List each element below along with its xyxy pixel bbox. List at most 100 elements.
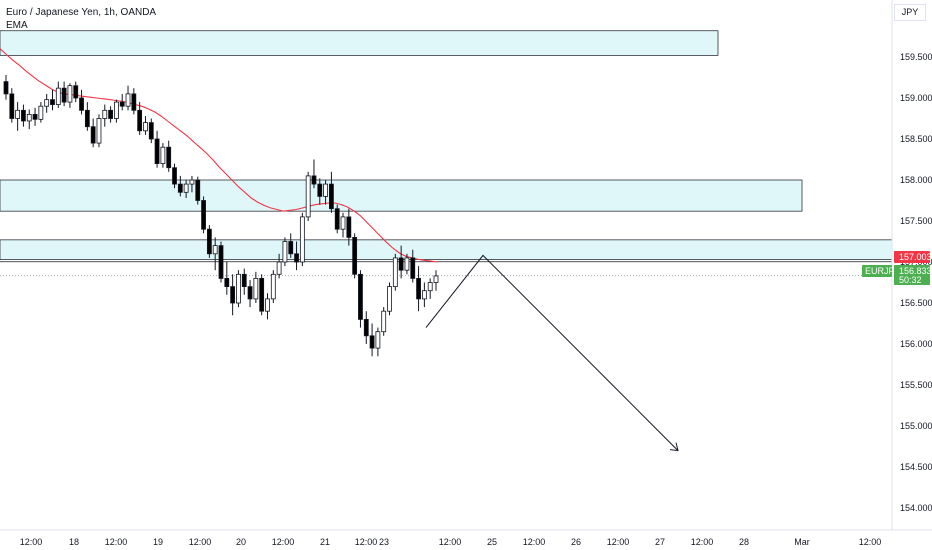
candle-body xyxy=(375,331,381,349)
candle-body xyxy=(230,286,236,304)
zone-1 xyxy=(0,30,719,56)
candle-body xyxy=(195,179,201,201)
ema-price-tag-text: 157.003 xyxy=(899,252,932,262)
candle-body xyxy=(433,275,439,283)
time-tick-label: 12:00 xyxy=(105,537,128,547)
candle-body xyxy=(114,101,119,119)
candle-body xyxy=(421,290,427,300)
candle-body xyxy=(61,87,67,103)
last-price-tag xyxy=(894,265,930,285)
candle-body xyxy=(387,286,392,312)
price-tick-label: 158.000 xyxy=(900,175,932,185)
time-tick-label: 28 xyxy=(739,537,749,547)
candle-body xyxy=(90,126,96,144)
candle-body xyxy=(334,208,340,230)
time-tick-label: 26 xyxy=(571,537,581,547)
time-tick-label: 12:00 xyxy=(523,537,546,547)
candle-body xyxy=(265,298,270,312)
countdown-text: 50:32 xyxy=(899,275,922,285)
time-tick-label: 19 xyxy=(153,537,163,547)
symbol-tag-text: EURJPY xyxy=(865,266,901,276)
candle-body xyxy=(50,99,55,105)
candle-body xyxy=(44,99,50,107)
candle-body xyxy=(224,277,230,287)
time-tick-label: 18 xyxy=(69,537,79,547)
time-tick-label: Mar xyxy=(794,537,810,547)
candle-body xyxy=(305,175,311,218)
indicator-label[interactable]: EMA xyxy=(6,20,28,31)
candle-body xyxy=(177,183,183,193)
candle-body xyxy=(317,183,323,197)
candle-body xyxy=(183,183,189,193)
candle-body xyxy=(206,228,212,255)
candle-body xyxy=(125,93,131,107)
candle-body xyxy=(288,241,294,255)
candle-body xyxy=(369,335,375,349)
candle-body xyxy=(119,101,125,107)
candle-body xyxy=(166,146,172,169)
time-tick-label: 12:00 xyxy=(20,537,43,547)
price-tick-label: 157.500 xyxy=(900,216,932,226)
time-tick-label: 21 xyxy=(320,537,330,547)
candle-body xyxy=(26,114,32,122)
candle-body xyxy=(247,286,253,300)
last-price-text: 156.833 xyxy=(899,266,932,276)
candle-body xyxy=(32,114,38,120)
ema-polyline xyxy=(0,48,439,263)
candle-body xyxy=(404,257,410,271)
candle-body xyxy=(96,118,102,144)
candle-body xyxy=(131,93,137,111)
time-tick-label: 12:00 xyxy=(859,537,882,547)
candle-body xyxy=(311,175,317,185)
time-tick-label: 25 xyxy=(487,537,497,547)
chart-legend[interactable]: Euro / Japanese Yen, 1h, OANDA EMA xyxy=(6,6,156,32)
price-tick-label: 159.000 xyxy=(900,93,932,103)
candle-body xyxy=(55,87,61,105)
symbol-tag xyxy=(862,265,892,277)
candle-body xyxy=(73,85,79,99)
currency-button[interactable]: JPY xyxy=(894,4,926,21)
price-tags: 157.003 EURJPY 156.833 50:32 xyxy=(862,251,932,285)
candle-body xyxy=(218,245,224,279)
arrow-head xyxy=(669,442,679,452)
ema-price-tag xyxy=(894,251,930,263)
time-axis[interactable]: 12:00 18 12:00 19 12:00 20 12:00 21 12:00 23 12:00… xyxy=(20,537,882,547)
price-lines xyxy=(0,261,892,277)
price-tick-label: 159.500 xyxy=(900,52,932,62)
time-tick-label: 27 xyxy=(655,537,665,547)
time-tick-label: 12:00 xyxy=(607,537,630,547)
candle-body xyxy=(340,216,346,230)
candle-body xyxy=(427,282,433,292)
price-tick-label: 156.000 xyxy=(900,339,932,349)
candle-body xyxy=(358,273,363,320)
time-tick-label: 12:00 xyxy=(355,537,378,547)
ema-line xyxy=(0,48,439,263)
time-tick-label: 20 xyxy=(236,537,246,547)
candlestick-series xyxy=(3,75,439,357)
projection-path[interactable] xyxy=(425,254,679,452)
candle-body xyxy=(137,109,143,132)
projection-line xyxy=(425,254,679,451)
candle-body xyxy=(189,179,195,185)
candle-body xyxy=(299,216,305,263)
price-tick-label: 156.500 xyxy=(900,298,932,308)
candle-body xyxy=(84,109,90,128)
price-tick-label: 155.500 xyxy=(900,380,932,390)
supply-demand-zones[interactable] xyxy=(0,30,893,260)
candle-body xyxy=(363,318,369,337)
candle-body xyxy=(148,122,154,140)
candle-body xyxy=(236,273,241,304)
candle-body xyxy=(38,105,44,120)
candle-body xyxy=(172,167,177,185)
time-tick-label: 12:00 xyxy=(189,537,212,547)
candle-body xyxy=(79,97,84,111)
candle-body xyxy=(102,109,108,119)
candle-body xyxy=(212,245,218,255)
candle-body xyxy=(398,257,404,271)
candle-body xyxy=(294,253,299,263)
candle-body xyxy=(352,236,358,275)
candle-body xyxy=(154,138,160,165)
price-tick-label: 158.500 xyxy=(900,134,932,144)
time-tick-label: 12:00 xyxy=(439,537,462,547)
